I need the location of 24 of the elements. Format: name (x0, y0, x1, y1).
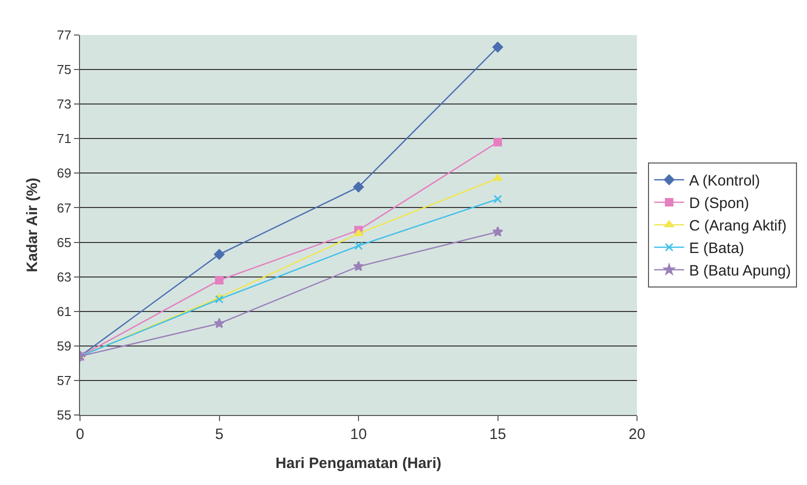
y-tick-label: 69 (56, 166, 72, 181)
y-tick-label: 57 (56, 373, 72, 388)
x-axis-title: Hari Pengamatan (Hari) (276, 455, 442, 472)
y-tick-label: 73 (56, 96, 72, 112)
y-tick-label: 63 (56, 269, 72, 284)
x-tick-label: 15 (489, 426, 506, 443)
legend-label: C (Arang Aktif) (689, 218, 787, 235)
y-tick-label: 55 (56, 408, 72, 423)
x-tick-label: 5 (215, 426, 224, 443)
legend-label: B (Batu Apung) (689, 262, 791, 280)
y-tick-label: 77 (56, 28, 72, 43)
legend-label: E (Bata) (689, 240, 744, 258)
x-tick-label: 0 (76, 426, 84, 443)
y-tick-label: 71 (56, 131, 72, 146)
y-axis-title: Kadar Air (%) (24, 178, 42, 272)
x-tick-label: 10 (350, 426, 367, 443)
y-tick-label: 75 (56, 62, 72, 78)
legend-label: A (Kontrol) (689, 172, 760, 190)
legend-label: D (Spon) (689, 195, 750, 212)
y-tick-label: 61 (56, 304, 72, 319)
y-tick-label: 65 (56, 234, 72, 250)
y-tick-label: 59 (56, 338, 72, 354)
x-tick-label: 20 (628, 426, 646, 443)
y-tick-label: 67 (56, 200, 72, 216)
